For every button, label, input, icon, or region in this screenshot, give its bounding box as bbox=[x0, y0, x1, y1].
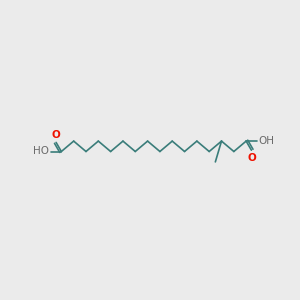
Text: O: O bbox=[52, 130, 61, 140]
Text: HO: HO bbox=[33, 146, 49, 157]
Text: OH: OH bbox=[258, 136, 274, 146]
Text: O: O bbox=[247, 153, 256, 163]
